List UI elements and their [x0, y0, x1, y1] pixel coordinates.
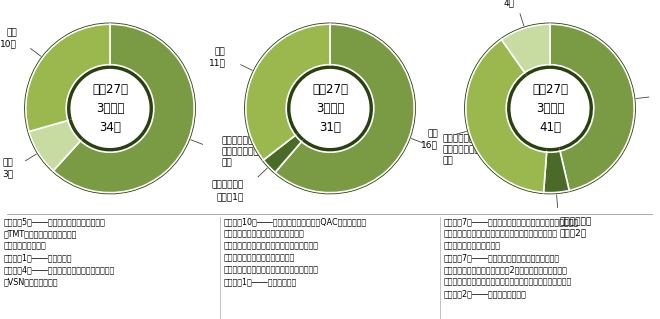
Wedge shape	[24, 23, 110, 132]
Wedge shape	[500, 23, 550, 76]
Text: 就職
11名: 就職 11名	[209, 47, 226, 67]
Wedge shape	[464, 38, 547, 194]
Text: 就職
10名: 就職 10名	[1, 28, 17, 48]
Wedge shape	[543, 147, 570, 194]
Text: 他大学大学院
進学　1名: 他大学大学院 進学 1名	[211, 181, 244, 201]
Text: 製造系（7）――鈰波スピンドル、永大産業、新興マタイ、
　　　　内藤ハウス、ノリタケカンパニーリミテド、
　　　　松山、三葉製作所
情報系（7）――アドバンス、: 製造系（7）――鈰波スピンドル、永大産業、新興マタイ、 内藤ハウス、ノリタケカン…	[444, 217, 578, 299]
Wedge shape	[274, 23, 416, 194]
Text: 製造系（10）――オーテックジャパン、QAC、倉敷紡績、
　　小糸製作所、三和ロボティクス、
　　シチズン時計マニュファクチャリング、
　　ジャトコ、日信工業、: 製造系（10）――オーテックジャパン、QAC、倉敷紡績、 小糸製作所、三和ロボテ…	[223, 217, 366, 287]
Wedge shape	[26, 24, 110, 131]
Text: 信州大学大学院
理工学系研究科
進学: 信州大学大学院 理工学系研究科 進学	[222, 136, 259, 167]
Text: 未定
4名: 未定 4名	[504, 0, 515, 8]
Text: 平成27年
3月卒業
31名: 平成27年 3月卒業 31名	[312, 83, 348, 134]
Wedge shape	[244, 23, 330, 161]
Wedge shape	[262, 133, 304, 174]
Wedge shape	[53, 24, 194, 193]
Wedge shape	[502, 24, 550, 73]
Text: 製造系（5）――高見沢サイバネティクス、
　TMTマシナリー、天竜精機、
　林テレンプ、吉岡
公務員（1）――長野県警察
その他（4）――長野銀行、日本繊維検査: 製造系（5）――高見沢サイバネティクス、 TMTマシナリー、天竜精機、 林テレン…	[3, 217, 115, 287]
Wedge shape	[550, 24, 634, 190]
Wedge shape	[263, 135, 302, 172]
Wedge shape	[52, 23, 196, 194]
Text: 他大学大学院
進学　2名: 他大学大学院 進学 2名	[559, 218, 591, 238]
Wedge shape	[27, 119, 83, 172]
Wedge shape	[29, 121, 81, 171]
Wedge shape	[275, 24, 414, 193]
Text: 未定
3名: 未定 3名	[2, 158, 13, 178]
Text: 平成27年
3月卒業
34名: 平成27年 3月卒業 34名	[92, 83, 128, 134]
Wedge shape	[544, 151, 569, 193]
Wedge shape	[466, 40, 546, 192]
Text: 信州大学大学院
理工学系研究科
進学: 信州大学大学院 理工学系研究科 進学	[442, 134, 480, 166]
Text: 平成27年
3月卒業
41名: 平成27年 3月卒業 41名	[532, 83, 568, 134]
Wedge shape	[550, 23, 636, 192]
Wedge shape	[246, 24, 330, 160]
Text: 就職
16名: 就職 16名	[421, 129, 438, 149]
